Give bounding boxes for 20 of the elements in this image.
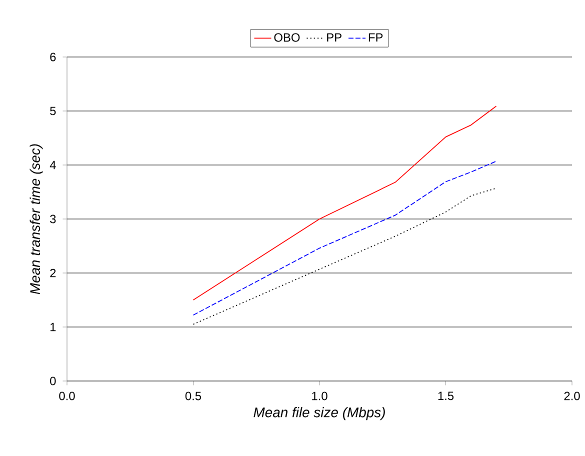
- y-tick-label: 0: [50, 376, 56, 386]
- x-tick-label: 0.0: [59, 392, 75, 400]
- line-series: [192, 160, 497, 316]
- y-tick-label: 6: [50, 52, 56, 62]
- x-tick-label: 1.5: [438, 392, 454, 400]
- legend-label: PP: [327, 33, 342, 42]
- y-tick-label: 3: [50, 214, 56, 224]
- line-series: [192, 188, 497, 325]
- x-tick-label: 1.0: [312, 392, 328, 400]
- x-tick-label: 0.5: [185, 392, 202, 400]
- y-tick-label: 1: [50, 322, 56, 332]
- y-axis-title: Mean transfer time (sec): [30, 144, 43, 294]
- x-tick-label: 2.0: [564, 392, 580, 400]
- legend-label: OBO: [274, 33, 300, 42]
- line-series: [192, 106, 497, 300]
- y-tick-label: 4: [50, 160, 56, 170]
- y-tick-label: 2: [50, 268, 56, 278]
- x-axis-title: Mean file size (Mbps): [254, 407, 385, 420]
- y-tick-label: 5: [50, 106, 56, 116]
- legend-label: FP: [368, 33, 383, 42]
